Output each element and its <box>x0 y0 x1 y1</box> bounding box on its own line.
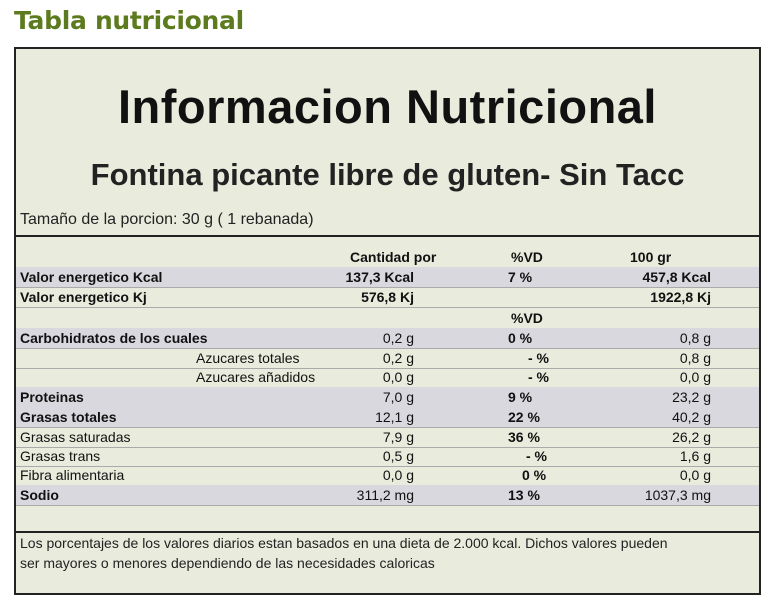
table-row: Carbohidratos de los cuales 0,2 g 0 % 0,… <box>16 328 759 349</box>
row-qty: 0,5 g <box>382 448 414 464</box>
row-per100: 0,0 g <box>679 467 711 483</box>
row-per100: 0,8 g <box>679 350 711 366</box>
table-header: Cantidad por %VD 100 gr <box>16 247 759 267</box>
row-name: Fibra alimentaria <box>20 467 125 483</box>
row-pct: 22 % <box>508 409 540 425</box>
header-per100: 100 gr <box>630 249 672 265</box>
row-qty: 0,0 g <box>382 467 414 483</box>
row-per100: 40,2 g <box>672 409 711 425</box>
row-qty: 7,0 g <box>382 389 414 405</box>
row-pct: 36 % <box>508 429 540 445</box>
row-name: Azucares añadidos <box>196 369 316 385</box>
table-row: Grasas trans 0,5 g - % 1,6 g <box>16 446 759 467</box>
table-row: Grasas totales 12,1 g 22 % 40,2 g <box>16 407 759 428</box>
row-pct: - % <box>528 369 549 385</box>
row-pct: 0 % <box>522 467 547 483</box>
row-qty: 576,8 Kj <box>361 289 414 305</box>
row-name: Grasas trans <box>20 448 101 464</box>
row-pct: 7 % <box>508 269 533 285</box>
row-per100: 23,2 g <box>672 389 711 405</box>
row-name: Proteinas <box>20 389 84 405</box>
row-name: Grasas totales <box>20 409 117 425</box>
row-name: Valor energetico Kcal <box>20 269 163 285</box>
table-row: Valor energetico Kcal 137,3 Kcal 7 % 457… <box>16 267 759 288</box>
row-qty: 0,2 g <box>382 350 414 366</box>
separator <box>16 531 759 533</box>
label-title: Informacion Nutricional <box>118 80 657 133</box>
row-qty: 0,2 g <box>382 330 414 346</box>
row-pct: 9 % <box>508 389 533 405</box>
row-name: Sodio <box>20 487 59 503</box>
row-pct: - % <box>526 448 547 464</box>
row-pct: 13 % <box>508 487 540 503</box>
row-per100: 0,8 g <box>679 330 711 346</box>
footnote-line: ser mayores o menores dependiendo de las… <box>20 555 435 571</box>
table-row: Azucares totales 0,2 g - % 0,8 g <box>16 348 759 369</box>
product-name: Fontina picante libre de gluten- Sin Tac… <box>90 157 685 192</box>
row-per100: 457,8 Kcal <box>642 269 712 285</box>
row-per100: 26,2 g <box>672 429 711 445</box>
table-header: %VD <box>16 308 759 328</box>
table-row: Valor energetico Kj 576,8 Kj 1922,8 Kj <box>16 287 759 308</box>
portion-size: Tamaño de la porcion: 30 g ( 1 rebanada) <box>20 211 314 228</box>
header-pct: %VD <box>511 310 543 326</box>
table-row: Fibra alimentaria 0,0 g 0 % 0,0 g <box>16 465 759 486</box>
separator <box>16 235 759 237</box>
footnote-line: Los porcentajes de los valores diarios e… <box>20 535 668 551</box>
row-name: Carbohidratos de los cuales <box>20 330 208 346</box>
row-per100: 1037,3 mg <box>644 487 711 503</box>
row-pct: - % <box>528 350 549 366</box>
table-row: Grasas saturadas 7,9 g 36 % 26,2 g <box>16 427 759 448</box>
footnote: Los porcentajes de los valores diarios e… <box>20 533 740 573</box>
header-pct: %VD <box>511 249 543 265</box>
row-qty: 7,9 g <box>382 429 414 445</box>
table-row: Sodio 311,2 mg 13 % 1037,3 mg <box>16 485 759 506</box>
row-per100: 0,0 g <box>679 369 711 385</box>
table-row: Proteinas 7,0 g 9 % 23,2 g <box>16 387 759 408</box>
page-title: Tabla nutricional <box>14 6 244 35</box>
row-name: Azucares totales <box>196 350 300 366</box>
row-per100: 1922,8 Kj <box>650 289 711 305</box>
row-name: Valor energetico Kj <box>20 289 147 305</box>
row-qty: 0,0 g <box>382 369 414 385</box>
nutrition-label: Informacion Nutricional Fontina picante … <box>14 47 761 595</box>
row-pct: 0 % <box>508 330 533 346</box>
row-qty: 311,2 mg <box>356 487 414 503</box>
table-row: Azucares añadidos 0,0 g - % 0,0 g <box>16 367 759 388</box>
row-qty: 137,3 Kcal <box>345 269 415 285</box>
row-name: Grasas saturadas <box>20 429 131 445</box>
row-qty: 12,1 g <box>375 409 414 425</box>
row-per100: 1,6 g <box>679 448 711 464</box>
header-qty: Cantidad por <box>350 249 437 265</box>
